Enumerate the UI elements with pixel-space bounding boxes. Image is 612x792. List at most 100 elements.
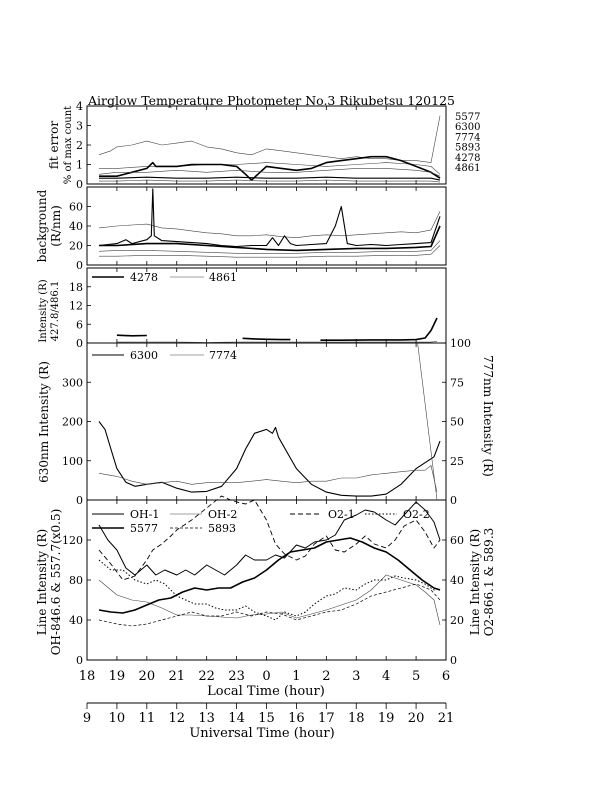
series-line-5893 [98,583,441,627]
y2-tick-label: 0 [450,654,457,667]
legend-label-5577: 5577 [130,522,158,535]
y-axis-label: background [35,189,49,262]
y2-tick-label: 50 [450,416,464,429]
legend-label-OH-1: OH-1 [130,508,159,521]
x-tick-label-ut: 13 [198,711,215,726]
y-tick-label: 120 [62,534,83,547]
legend-label-4861: 4861 [209,271,237,284]
series-line-7774 [98,465,438,493]
y-tick-label: 4 [76,100,83,113]
y-axis-label: Line Intensity (R) [35,529,49,635]
x-axis-label-local: Local Time (hour) [207,684,325,699]
y-tick-label: 40 [69,614,83,627]
legend-label-5893: 5893 [208,522,236,535]
y-axis-label: Intensity (R) [38,279,49,342]
series-line-4278 [320,317,438,341]
y2-tick-label: 0 [450,494,457,507]
series-line-s4 [98,240,441,254]
y2-axis-label: O2-866.1 & 589.3 [482,528,496,637]
y-axis-label: (R/nm) [49,205,63,247]
y-tick-label: 0 [76,337,83,350]
y-axis-label: OH-846.6 & 557.7(x0.5) [49,509,63,656]
y-tick-label: 100 [62,455,83,468]
x-tick-label-ut: 14 [228,711,245,726]
y-tick-label: 20 [69,240,83,253]
y-tick-label: 2 [76,139,83,152]
y-axis-label: % of max count [63,106,74,184]
series-line-4278 [99,176,441,181]
legend-label-O2-1: O2-1 [328,508,355,521]
series-line-4861 [116,341,438,343]
series-line-7774 [99,155,441,181]
y-tick-label: 0 [76,654,83,667]
y2-tick-label: 20 [450,614,464,627]
x-tick-label-local: 23 [228,669,245,684]
y-tick-label: 18 [69,281,83,294]
x-tick-label-local: 3 [352,669,360,684]
y-tick-label: 0 [76,178,83,191]
y-tick-label: 300 [62,376,83,389]
x-tick-label-local: 0 [262,669,270,684]
x-tick-label-local: 21 [168,669,185,684]
series-line-O2-2 [98,559,441,621]
y2-axis-label: Line Intensity (R) [468,529,482,635]
y-axis-label: fit error [47,121,61,169]
x-tick-label-local: 1 [292,669,300,684]
y-tick-label: 0 [76,494,83,507]
x-axis-label-ut: Universal Time (hour) [189,726,334,741]
x-tick-label-ut: 15 [258,711,275,726]
x-tick-label-ut: 18 [348,711,365,726]
panel-frame-4 [86,342,447,501]
y2-tick-label: 60 [450,534,464,547]
y2-tick-label: 75 [450,376,464,389]
x-tick-label-local: 2 [322,669,330,684]
x-tick-label-local: 20 [139,669,156,684]
series-line-5893 [98,168,441,177]
legend-label-7774: 7774 [209,349,237,362]
y-tick-label: 0 [76,259,83,272]
series-label-5893: 5893 [455,143,480,154]
series-line-4278 [116,334,147,337]
x-tick-label-local: 5 [412,669,420,684]
y-tick-label: 80 [69,574,83,587]
x-tick-label-ut: 17 [318,711,335,726]
x-tick-label-ut: 16 [288,711,305,726]
x-tick-label-local: 4 [382,669,390,684]
x-tick-label-ut: 21 [438,711,455,726]
series-line-4861 [99,179,441,183]
x-tick-label-ut: 20 [408,711,425,726]
series-line-5577 [98,537,441,614]
series-line-4278 [242,337,291,341]
x-tick-label-ut: 19 [378,711,395,726]
y2-tick-label: 100 [450,337,471,350]
x-tick-label-ut: 10 [109,711,126,726]
x-tick-label-local: 18 [79,669,96,684]
chart-title: Airglow Temperature Photometer No.3 Riku… [88,93,455,108]
y-axis-label: 427.8/486.1 [50,281,61,342]
series-line-s3 [99,225,441,252]
series-label-5577: 5577 [455,112,480,123]
series-line-6300 [98,421,441,497]
legend-label-OH-2: OH-2 [208,508,237,521]
y-tick-label: 200 [62,416,83,429]
series-line-s1 [98,211,441,238]
series-label-7774: 7774 [455,132,480,143]
y-tick-label: 6 [76,318,83,331]
series-label-6300: 6300 [455,122,480,133]
x-tick-label-ut: 9 [83,711,91,726]
y-tick-label: 60 [69,201,83,214]
y-axis-label: 630nm Intensity (R) [37,361,51,483]
x-tick-label-local: 22 [198,669,215,684]
y2-tick-label: 25 [450,455,464,468]
series-line-O2-1 [98,495,441,581]
y-tick-label: 1 [76,159,83,172]
series-label-4278: 4278 [455,153,480,164]
legend-label-4278: 4278 [130,271,158,284]
legend-label-6300: 6300 [130,349,158,362]
y2-axis-label: 777nm Intensity (R) [481,355,495,477]
y-tick-label: 3 [76,120,83,133]
x-tick-label-local: 6 [442,669,450,684]
series-line-drop [417,342,438,501]
x-tick-label-local: 19 [109,669,126,684]
